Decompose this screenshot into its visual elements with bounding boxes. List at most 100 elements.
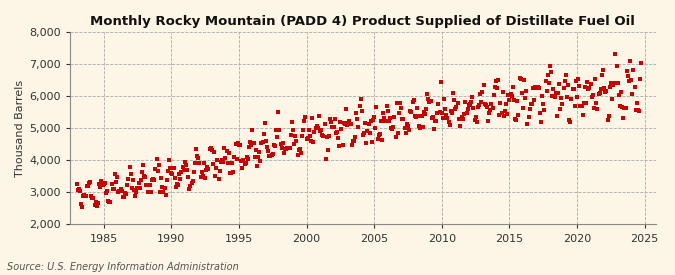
Text: Source: U.S. Energy Information Administration: Source: U.S. Energy Information Administ… [7,262,238,272]
Point [272,135,283,139]
Point [220,156,231,161]
Point [296,150,306,155]
Point [244,145,254,149]
Point [634,108,645,113]
Point [223,151,234,155]
Point [365,118,376,123]
Point [168,166,179,170]
Point [221,149,232,153]
Point [406,109,416,114]
Point [360,121,371,125]
Point [184,187,194,191]
Point [219,146,230,150]
Point [437,111,448,115]
Point [117,195,128,199]
Point [259,120,270,125]
Point [595,87,606,92]
Point [78,194,88,198]
Point [269,143,279,147]
Point [575,104,586,108]
Point [326,120,337,124]
Point [554,82,564,87]
Point [407,100,418,104]
Point [88,196,99,200]
Point [440,106,451,111]
Point [296,134,307,138]
Point [264,154,275,159]
Point [82,184,93,188]
Point [186,181,197,185]
Point [254,150,265,154]
Point [415,125,426,130]
Point [553,91,564,95]
Point [210,174,221,178]
Point [388,125,399,129]
Point [425,98,436,103]
Point [232,141,243,145]
Point [617,105,628,109]
Point [283,146,294,150]
Point [481,105,492,109]
Point [402,124,413,128]
Point [289,141,300,146]
Point [607,97,618,101]
Point [146,178,157,183]
Point [235,142,246,147]
Point [314,114,325,119]
Point [115,187,126,192]
Point [488,93,499,97]
Point [358,133,369,138]
Point [570,79,581,83]
Point [454,123,465,128]
Point [281,147,292,151]
Point [308,139,319,144]
Point [379,116,389,120]
Point [604,85,615,90]
Point [628,67,639,72]
Point [589,106,599,111]
Point [563,83,574,87]
Point [141,183,152,188]
Point [183,175,194,179]
Point [344,119,355,123]
Point [208,162,219,166]
Point [543,81,554,86]
Point [629,85,640,89]
Point [94,182,105,186]
Point [205,145,216,150]
Point [123,177,134,181]
Point [171,182,182,186]
Point [620,106,631,110]
Point [433,102,444,106]
Point [350,135,360,139]
Point [142,190,153,194]
Point [290,134,300,138]
Point [618,116,628,120]
Point [599,86,610,90]
Point [370,126,381,130]
Point [328,125,339,130]
Point [520,96,531,100]
Point [432,111,443,116]
Point [414,124,425,128]
Point [548,87,559,92]
Point [150,167,161,171]
Point [390,134,401,139]
Point [143,183,154,188]
Point [521,89,532,93]
Point [418,110,429,114]
Point [188,169,199,174]
Point [498,114,509,118]
Point [361,140,372,145]
Point [503,93,514,97]
Point [114,189,125,194]
Point [540,79,551,84]
Point [447,111,458,115]
Point [567,87,578,92]
Point [614,104,625,108]
Point [198,161,209,165]
Point [227,161,238,165]
Point [587,93,598,97]
Point [452,101,463,106]
Point [630,108,641,112]
